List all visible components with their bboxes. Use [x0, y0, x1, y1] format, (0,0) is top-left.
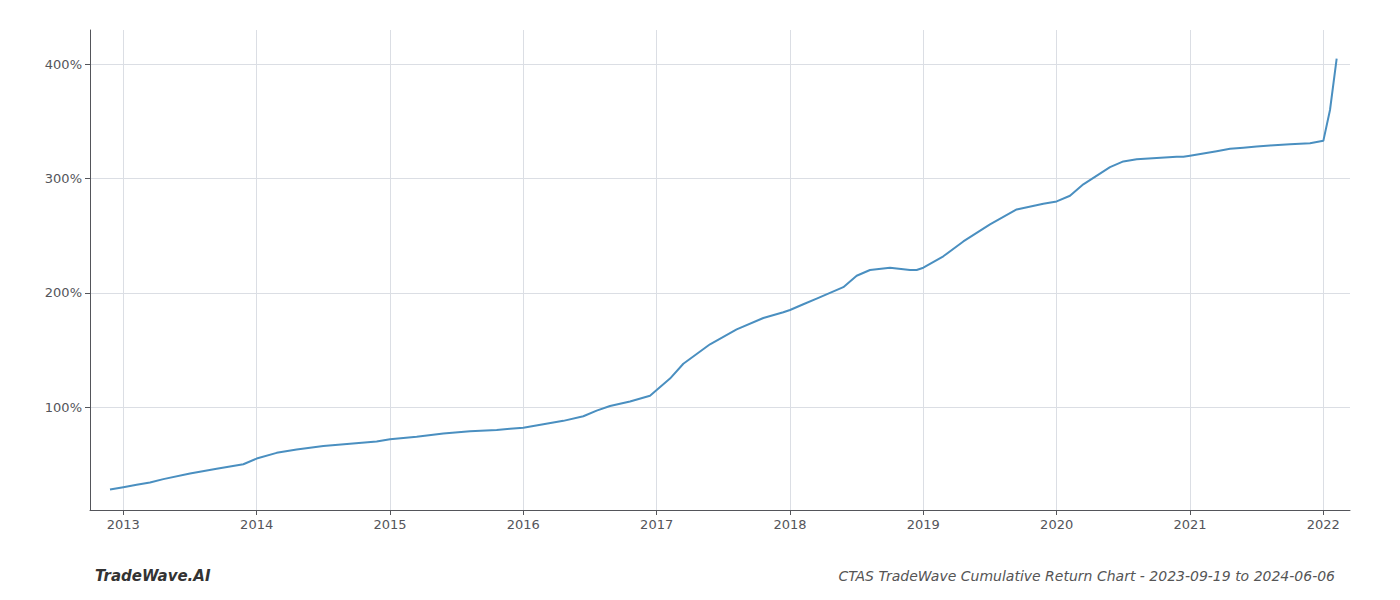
svg-text:2019: 2019	[907, 517, 940, 532]
svg-text:2020: 2020	[1040, 517, 1073, 532]
svg-text:100%: 100%	[45, 400, 82, 415]
svg-text:2016: 2016	[507, 517, 540, 532]
svg-text:400%: 400%	[45, 57, 82, 72]
svg-text:2017: 2017	[640, 517, 673, 532]
svg-text:2013: 2013	[107, 517, 140, 532]
svg-text:CTAS TradeWave Cumulative Retu: CTAS TradeWave Cumulative Return Chart -…	[838, 568, 1335, 584]
svg-text:200%: 200%	[45, 285, 82, 300]
svg-text:2014: 2014	[240, 517, 273, 532]
svg-text:2022: 2022	[1307, 517, 1340, 532]
svg-text:TradeWave.AI: TradeWave.AI	[95, 567, 211, 585]
svg-text:2015: 2015	[373, 517, 406, 532]
svg-text:2021: 2021	[1173, 517, 1206, 532]
svg-text:2018: 2018	[773, 517, 806, 532]
svg-text:300%: 300%	[45, 171, 82, 186]
